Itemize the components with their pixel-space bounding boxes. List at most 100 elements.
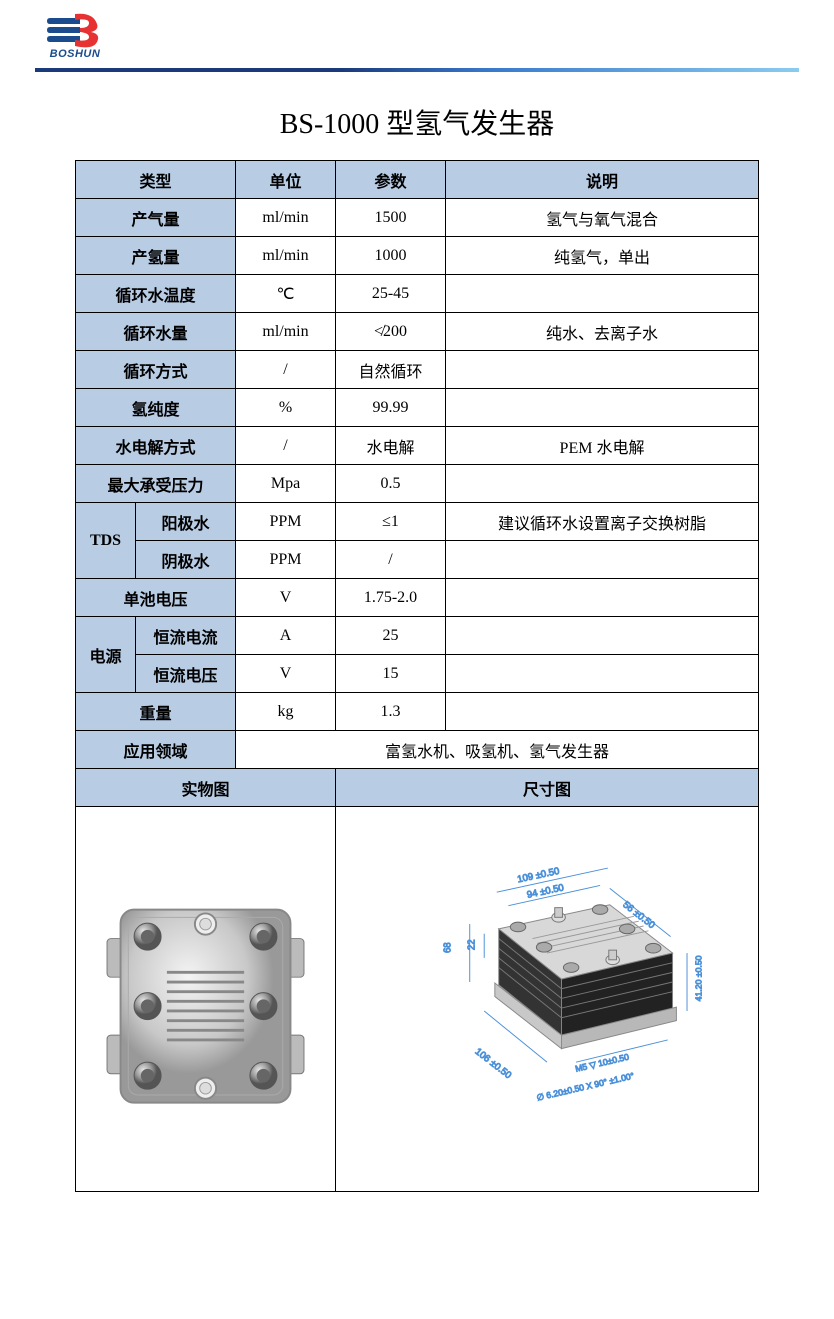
row-unit: PPM	[236, 503, 336, 541]
product-photo-icon	[80, 813, 331, 1180]
table-row: 循环水温度 ℃ 25-45	[76, 275, 759, 313]
row-param: 水电解	[336, 427, 446, 465]
spec-table: 类型 单位 参数 说明 产气量 ml/min 1500 氢气与氧气混合 产氢量 …	[75, 160, 759, 1192]
dimension-drawing-icon: 109 ±0.50 94 ±0.50 56 ±0.50 68 22 41.20 …	[340, 813, 754, 1180]
table-row: 电源 恒流电流 A 25	[76, 617, 759, 655]
row-type: 单池电压	[76, 579, 236, 617]
table-row: 循环水量 ml/min ≮200 纯水、去离子水	[76, 313, 759, 351]
header-param: 参数	[336, 161, 446, 199]
row-type: 产氢量	[76, 237, 236, 275]
dimension-image-cell: 109 ±0.50 94 ±0.50 56 ±0.50 68 22 41.20 …	[336, 807, 759, 1192]
table-row: TDS 阳极水 PPM ≤1 建议循环水设置离子交换树脂	[76, 503, 759, 541]
row-desc	[446, 617, 759, 655]
row-type: 循环方式	[76, 351, 236, 389]
row-desc	[446, 465, 759, 503]
row-unit: kg	[236, 693, 336, 731]
row-unit: %	[236, 389, 336, 427]
image-header-row: 实物图 尺寸图	[76, 769, 759, 807]
row-type: 水电解方式	[76, 427, 236, 465]
tds-anode-label: 阳极水	[136, 503, 236, 541]
table-row: 最大承受压力 Mpa 0.5	[76, 465, 759, 503]
table-row: 产氢量 ml/min 1000 纯氢气，单出	[76, 237, 759, 275]
row-param: 0.5	[336, 465, 446, 503]
table-row: 阴极水 PPM /	[76, 541, 759, 579]
table-row: 恒流电压 V 15	[76, 655, 759, 693]
row-param: /	[336, 541, 446, 579]
brand-logo: BOSHUN	[35, 10, 115, 60]
row-unit: /	[236, 427, 336, 465]
header-unit: 单位	[236, 161, 336, 199]
row-desc	[446, 655, 759, 693]
application-label: 应用领域	[76, 731, 236, 769]
svg-text:106 ±0.50: 106 ±0.50	[473, 1046, 514, 1081]
table-row: 产气量 ml/min 1500 氢气与氧气混合	[76, 199, 759, 237]
row-unit: ml/min	[236, 199, 336, 237]
row-unit: ℃	[236, 275, 336, 313]
row-desc: PEM 水电解	[446, 427, 759, 465]
row-param: 1000	[336, 237, 446, 275]
row-desc	[446, 275, 759, 313]
row-type: 最大承受压力	[76, 465, 236, 503]
row-param: ≮200	[336, 313, 446, 351]
svg-text:94 ±0.50: 94 ±0.50	[526, 882, 565, 901]
row-unit: V	[236, 655, 336, 693]
table-row: 重量 kg 1.3	[76, 693, 759, 731]
tds-cathode-label: 阴极水	[136, 541, 236, 579]
page-header: BOSHUN	[0, 0, 834, 65]
row-unit: ml/min	[236, 313, 336, 351]
svg-text:109 ±0.50: 109 ±0.50	[516, 866, 560, 886]
row-param: 自然循环	[336, 351, 446, 389]
row-unit: A	[236, 617, 336, 655]
row-desc: 纯氢气，单出	[446, 237, 759, 275]
image-row: 109 ±0.50 94 ±0.50 56 ±0.50 68 22 41.20 …	[76, 807, 759, 1192]
row-desc	[446, 693, 759, 731]
row-param: 1.3	[336, 693, 446, 731]
power-label: 电源	[76, 617, 136, 693]
row-param: 25-45	[336, 275, 446, 313]
dim-img-header: 尺寸图	[336, 769, 759, 807]
row-unit: /	[236, 351, 336, 389]
power-current-label: 恒流电流	[136, 617, 236, 655]
physical-img-header: 实物图	[76, 769, 336, 807]
table-row: 应用领域 富氢水机、吸氢机、氢气发生器	[76, 731, 759, 769]
row-param: 99.99	[336, 389, 446, 427]
row-desc	[446, 389, 759, 427]
header-type: 类型	[76, 161, 236, 199]
svg-text:M5 ▽ 10±0.50: M5 ▽ 10±0.50	[574, 1052, 630, 1074]
logo-icon	[45, 10, 105, 50]
main-content: BS-1000 型氢气发生器 类型 单位 参数 说明 产气量 ml/min 15…	[0, 72, 834, 1222]
power-voltage-label: 恒流电压	[136, 655, 236, 693]
row-param: 1500	[336, 199, 446, 237]
row-param: 1.75-2.0	[336, 579, 446, 617]
row-unit: V	[236, 579, 336, 617]
table-header-row: 类型 单位 参数 说明	[76, 161, 759, 199]
brand-name: BOSHUN	[50, 48, 101, 60]
table-row: 循环方式 / 自然循环	[76, 351, 759, 389]
page-title: BS-1000 型氢气发生器	[75, 102, 759, 142]
row-unit: ml/min	[236, 237, 336, 275]
table-row: 单池电压 V 1.75-2.0	[76, 579, 759, 617]
header-desc: 说明	[446, 161, 759, 199]
row-unit: Mpa	[236, 465, 336, 503]
row-desc: 纯水、去离子水	[446, 313, 759, 351]
row-desc	[446, 541, 759, 579]
svg-text:∅ 6.20±0.50 X 90° ±1.00°: ∅ 6.20±0.50 X 90° ±1.00°	[536, 1071, 636, 1103]
row-type: 氢纯度	[76, 389, 236, 427]
row-desc	[446, 351, 759, 389]
row-type: 循环水量	[76, 313, 236, 351]
table-row: 氢纯度 % 99.99	[76, 389, 759, 427]
row-type: 循环水温度	[76, 275, 236, 313]
row-param: ≤1	[336, 503, 446, 541]
row-unit: PPM	[236, 541, 336, 579]
physical-image-cell	[76, 807, 336, 1192]
row-param: 15	[336, 655, 446, 693]
row-desc: 氢气与氧气混合	[446, 199, 759, 237]
svg-text:22: 22	[467, 939, 478, 950]
svg-text:68: 68	[442, 942, 453, 953]
application-value: 富氢水机、吸氢机、氢气发生器	[236, 731, 759, 769]
row-desc	[446, 579, 759, 617]
svg-text:41.20 ±0.50: 41.20 ±0.50	[694, 955, 704, 1001]
row-param: 25	[336, 617, 446, 655]
row-type: 重量	[76, 693, 236, 731]
row-type: 产气量	[76, 199, 236, 237]
